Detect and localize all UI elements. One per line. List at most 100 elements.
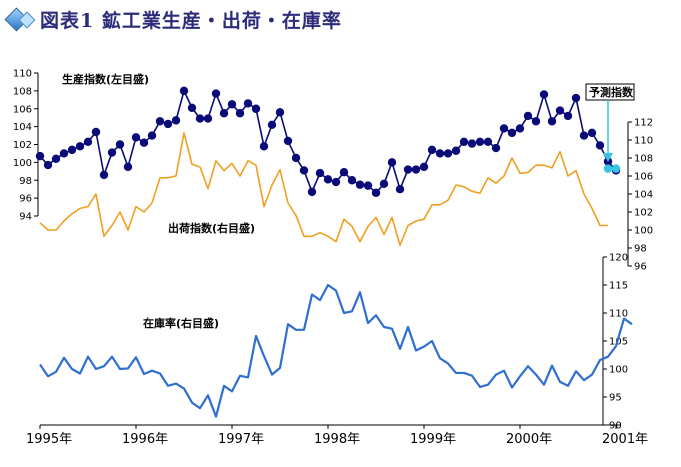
y-tick-label-production: 94: [19, 212, 32, 223]
data-point: [427, 145, 437, 155]
data-point: [43, 160, 53, 170]
series-labels: 生産指数(左目盛) 出荷指数(右目盛) 在庫率(右目盛): [62, 72, 255, 330]
data-point: [547, 117, 557, 126]
data-point: [331, 177, 341, 187]
x-tick-label: 1998年: [314, 432, 360, 447]
data-point: [163, 119, 173, 129]
data-point: [315, 168, 325, 178]
data-point: [283, 136, 293, 146]
forecast-point: [603, 164, 613, 173]
series-line-shipment: [39, 132, 608, 247]
series-label-production: 生産指数(左目盛): [62, 72, 149, 86]
data-point: [115, 140, 125, 149]
y-tick-label-production: 102: [13, 140, 32, 151]
data-point: [227, 100, 237, 109]
data-point: [67, 145, 77, 155]
data-point: [475, 137, 485, 147]
data-point: [395, 184, 405, 194]
data-point: [387, 158, 397, 167]
data-point: [299, 166, 309, 175]
data-point: [291, 153, 301, 163]
data-point: [267, 120, 277, 130]
data-point: [451, 146, 461, 155]
data-point: [555, 106, 565, 115]
data-point: [147, 131, 157, 140]
data-point: [307, 187, 317, 197]
data-point: [179, 86, 189, 96]
y-tick-label-production: 106: [13, 104, 32, 115]
y-tick-label-shipment: 104: [634, 190, 653, 201]
data-point: [419, 162, 429, 172]
x-tick-label: 1999年: [410, 432, 456, 447]
data-point: [363, 181, 373, 190]
data-point: [235, 109, 245, 118]
y-tick-label-shipment: 96: [634, 262, 647, 273]
y-tick-label-shipment: 98: [634, 244, 647, 255]
data-point: [243, 99, 253, 108]
series-lines: [39, 90, 633, 418]
data-point: [99, 170, 109, 180]
data-point: [139, 138, 149, 147]
data-point: [219, 109, 229, 118]
data-point: [403, 165, 413, 174]
y-tick-label-production: 108: [13, 86, 32, 97]
y-tick-label-production: 110: [13, 69, 32, 80]
data-point: [443, 149, 453, 158]
y-tick-label-inventory: 115: [609, 281, 628, 292]
data-point: [83, 137, 93, 147]
data-point: [35, 151, 45, 161]
y-tick-label-shipment: 100: [634, 226, 653, 237]
x-tick-label: 2000年: [506, 432, 552, 447]
page-title: 図表1 鉱工業生産・出荷・在庫率: [40, 10, 342, 32]
y-tick-label-inventory: 95: [609, 393, 622, 404]
forecast-label: 予測指数: [589, 85, 634, 99]
data-point: [499, 124, 509, 133]
forecast-callout: 予測指数: [585, 83, 635, 162]
data-point: [571, 93, 581, 103]
axes: 1995年 1996年 1997年 1998年 1999年 2000年 2001年 94 96 9…: [13, 69, 653, 448]
x-tick-label: 2001年: [602, 432, 648, 447]
data-point: [51, 154, 61, 163]
data-point: [467, 139, 477, 148]
data-point: [563, 111, 573, 121]
y-tick-label-shipment: 102: [634, 208, 653, 219]
data-point: [155, 117, 165, 126]
x-tick-label: 1995年: [26, 432, 72, 447]
y-tick-label-production: 96: [19, 194, 32, 205]
y-tick-label-inventory: 105: [609, 337, 628, 348]
data-point: [539, 90, 549, 99]
data-point: [531, 117, 541, 126]
data-point: [251, 104, 261, 113]
data-point: [339, 168, 349, 177]
data-point: [131, 133, 141, 142]
data-point: [323, 175, 333, 184]
forecast-label-box: [585, 83, 635, 101]
data-point: [491, 143, 501, 153]
forecast-point: [611, 164, 621, 173]
data-point: [347, 176, 357, 185]
series-markers: [35, 86, 621, 197]
x-tick-label: 1997年: [218, 432, 264, 447]
data-point: [275, 108, 285, 117]
data-point: [123, 162, 133, 172]
data-point: [259, 142, 269, 151]
y-tick-label-production: 98: [19, 176, 32, 187]
y-tick-label-production: 100: [13, 158, 32, 169]
y-tick-label-shipment: 108: [634, 154, 653, 165]
x-tick-label: 1996年: [122, 432, 168, 447]
data-point: [379, 179, 389, 189]
data-point: [579, 131, 589, 140]
data-point: [459, 137, 469, 147]
data-point: [355, 180, 365, 189]
data-point: [523, 111, 533, 121]
data-point: [507, 128, 517, 138]
data-point: [59, 149, 69, 158]
y-tick-label-production: 104: [13, 122, 32, 133]
data-point: [75, 142, 85, 151]
y-tick-label-inventory: 90: [609, 421, 622, 432]
data-point: [587, 128, 597, 138]
data-point: [515, 124, 525, 133]
data-point: [187, 103, 197, 113]
